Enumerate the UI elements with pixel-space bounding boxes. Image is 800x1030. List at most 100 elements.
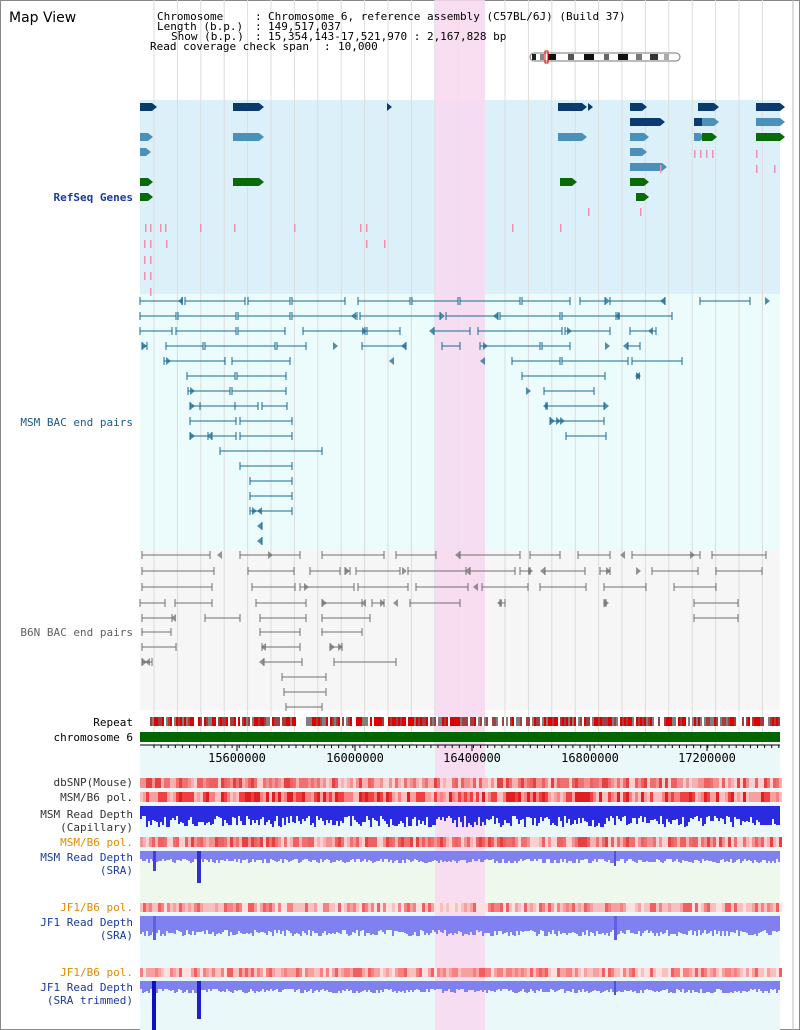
pol-density-cell <box>173 792 176 802</box>
read-depth-bar <box>608 916 610 936</box>
pol-density-cell <box>569 903 572 912</box>
read-depth-bar <box>496 806 498 818</box>
refseq-track-label[interactable]: RefSeq Genes <box>53 191 133 204</box>
pol-density-cell <box>614 778 617 788</box>
read-depth-bar <box>248 981 250 992</box>
read-depth-bar <box>332 851 334 862</box>
pol-density-cell <box>359 778 362 788</box>
pol-density-cell <box>314 903 317 912</box>
pol-density-cell <box>257 837 260 847</box>
gene-strand-arrow <box>582 103 587 111</box>
pol-density-cell <box>524 792 527 802</box>
pol-density-cell <box>542 792 545 802</box>
pol-density-cell <box>254 968 257 977</box>
pol-density-cell <box>767 903 770 912</box>
gene-feature <box>694 133 700 141</box>
jf1-depth-sra-label-1[interactable]: JF1 Read Depth <box>40 916 133 929</box>
msm-b6-pol-track-label[interactable]: MSM/B6 pol. <box>60 791 133 804</box>
read-depth-bar <box>366 916 368 933</box>
msm-depth-sra-label-1[interactable]: MSM Read Depth <box>40 851 133 864</box>
pol-density-cell <box>497 968 500 977</box>
read-depth-bar <box>488 851 490 860</box>
pol-density-cell <box>677 968 680 977</box>
pol-density-cell <box>698 778 701 788</box>
msm-depth-capillary-label-2[interactable]: (Capillary) <box>60 821 133 834</box>
msm-b6-pol-sra-label[interactable]: MSM/B6 pol. <box>60 836 133 849</box>
pol-density-cell <box>680 837 683 847</box>
pol-density-cell <box>347 792 350 802</box>
pol-density-cell <box>491 903 494 912</box>
pol-density-cell <box>611 968 614 977</box>
read-depth-bar <box>314 851 316 860</box>
read-depth-bar <box>690 981 692 993</box>
pol-density-cell <box>377 837 380 847</box>
jf1-depth-trimmed-label-2[interactable]: (SRA trimmed) <box>46 994 133 1007</box>
read-depth-bar <box>706 981 708 992</box>
pol-density-cell <box>398 778 401 788</box>
pol-density-cell <box>449 778 452 788</box>
jf1-depth-trimmed <box>140 981 780 1030</box>
read-depth-bar <box>662 851 664 863</box>
pol-density-cell <box>140 778 143 788</box>
read-depth-bar <box>350 806 352 826</box>
pol-density-cell <box>551 903 554 912</box>
pol-density-cell <box>704 837 707 847</box>
jf1-depth-sra-label-2[interactable]: (SRA) <box>99 929 133 942</box>
pol-density-cell <box>278 778 281 788</box>
bac-end-marker <box>257 537 262 545</box>
pol-density-cell <box>518 837 521 847</box>
pol-density-cell <box>683 778 686 788</box>
read-depth-bar <box>254 981 256 993</box>
read-depth-bar <box>476 916 478 930</box>
pol-density-cell <box>584 837 587 847</box>
read-depth-bar <box>576 981 578 993</box>
read-depth-bar <box>330 916 332 934</box>
pol-density-cell <box>761 837 764 847</box>
pol-density-cell <box>149 968 152 977</box>
pol-density-cell <box>644 903 647 912</box>
jf1-depth-trimmed-label-1[interactable]: JF1 Read Depth <box>40 981 133 994</box>
repeat-element <box>486 717 488 726</box>
read-depth-bar <box>636 806 638 824</box>
read-depth-bar <box>384 916 386 934</box>
msm-bac-track-label[interactable]: MSM BAC end pairs <box>20 416 133 429</box>
jf1-b6-pol-2-label[interactable]: JF1/B6 pol. <box>60 966 133 979</box>
jf1-b6-pol-label[interactable]: JF1/B6 pol. <box>60 901 133 914</box>
repeat-element <box>716 717 718 726</box>
read-depth-bar <box>594 806 596 827</box>
read-depth-bar <box>650 851 652 862</box>
read-depth-bar <box>516 981 518 993</box>
read-depth-bar <box>210 916 212 934</box>
repeat-element <box>580 717 582 726</box>
pol-density-cell <box>338 778 341 788</box>
ideogram-band <box>548 54 556 60</box>
read-depth-bar <box>374 916 376 935</box>
repeat-element <box>508 717 510 726</box>
msm-depth-sra-label-2[interactable]: (SRA) <box>99 864 133 877</box>
pol-density-cell <box>398 837 401 847</box>
read-depth-bar <box>760 981 762 991</box>
msm-depth-capillary-label-1[interactable]: MSM Read Depth <box>40 808 133 821</box>
read-depth-bar <box>428 916 430 935</box>
read-depth-bar <box>180 981 182 990</box>
repeat-track-label[interactable]: Repeat <box>93 716 133 729</box>
repeat-element <box>210 717 212 726</box>
dbsnp-track-label[interactable]: dbSNP(Mouse) <box>53 776 133 789</box>
read-depth-bar <box>450 981 452 992</box>
read-depth-bar <box>598 806 600 823</box>
read-depth-bar <box>286 806 288 817</box>
refseq-minor-feature <box>150 224 152 232</box>
read-depth-bar <box>640 981 642 990</box>
repeat-element <box>348 717 350 726</box>
repeat-element <box>410 717 412 726</box>
pol-density-cell <box>572 837 575 847</box>
read-depth-bar <box>282 916 284 931</box>
repeat-element <box>284 717 286 726</box>
read-depth-bar <box>240 916 242 933</box>
b6n-bac-track-label[interactable]: B6N BAC end pairs <box>20 626 133 639</box>
read-depth-bar <box>354 851 356 862</box>
pol-density-cell <box>623 837 626 847</box>
read-depth-bar <box>622 851 624 859</box>
read-depth-bar <box>172 851 174 862</box>
